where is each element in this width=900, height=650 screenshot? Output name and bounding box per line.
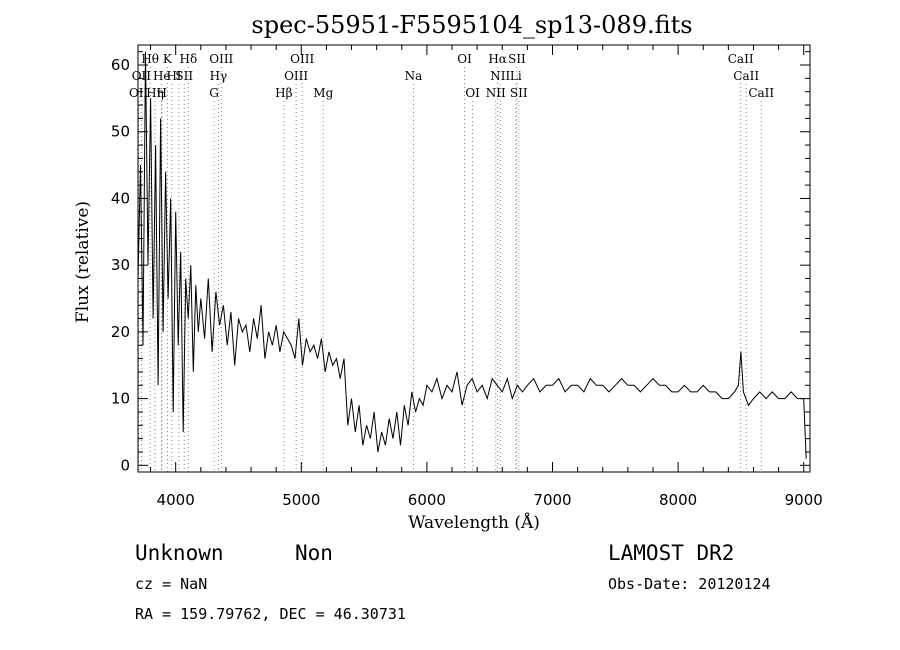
y-tick-label: 10 — [111, 390, 130, 408]
flux-series-line — [137, 51, 807, 459]
spectral-line-label: NII — [490, 69, 510, 83]
spectral-line-label: Mg — [313, 86, 333, 100]
x-tick-label: 4000 — [157, 491, 195, 509]
spectral-line-label: OIII — [209, 52, 233, 66]
spectral-line-label: H — [157, 86, 167, 100]
spectral-line-label: OIII — [290, 52, 314, 66]
obs-date-text: Obs-Date: 20120124 — [608, 575, 771, 593]
y-tick-label: 30 — [111, 256, 130, 274]
y-tick-label: 60 — [111, 56, 130, 74]
spectral-line-label: Hβ — [275, 86, 292, 100]
class-text: Unknown — [135, 541, 224, 565]
spectral-line-label: G — [209, 86, 219, 100]
spectral-line-label: Na — [405, 69, 423, 83]
spectral-line-label: Hα — [488, 52, 507, 66]
subclass-text: Non — [295, 541, 333, 565]
x-tick-label: 8000 — [659, 491, 697, 509]
plot-frame — [137, 44, 811, 473]
spectral-line-label: Hη — [146, 86, 164, 100]
spectral-line-label: CaII — [748, 86, 774, 100]
y-tick-label: 0 — [120, 456, 130, 474]
spectral-line-label: CaII — [733, 69, 759, 83]
spectral-line-label: H — [167, 69, 177, 83]
spectral-line-label: OII — [132, 69, 152, 83]
spectral-line-label: Hγ — [210, 69, 228, 83]
spectral-line-label: SII — [510, 86, 528, 100]
redshift-text: cz = NaN — [135, 575, 207, 593]
spectral-line-label: CaII — [728, 52, 754, 66]
spectral-line-label: OIII — [284, 69, 308, 83]
survey-text: LAMOST DR2 — [608, 541, 734, 565]
spectral-line-label: SII — [175, 69, 193, 83]
spectral-line-label: OI — [457, 52, 472, 66]
y-tick-label: 50 — [111, 123, 130, 141]
spectral-line-label: He — [153, 69, 171, 83]
coordinates-text: RA = 159.79762, DEC = 46.30731 — [135, 605, 406, 623]
x-tick-label: 5000 — [282, 491, 320, 509]
x-axis-ticks: 4000 5000 6000 7000 8000 9000 — [150, 45, 823, 509]
x-tick-label: 7000 — [533, 491, 571, 509]
x-tick-label: 6000 — [408, 491, 446, 509]
y-axis-label: Flux (relative) — [73, 201, 93, 323]
spectral-line-label: K — [163, 52, 173, 66]
spectral-line-label: Li — [510, 69, 522, 83]
y-tick-label: 20 — [111, 323, 130, 341]
spectral-line-label: I — [177, 69, 182, 83]
spectral-line-markers — [138, 67, 762, 472]
spectral-line-label: OII — [129, 86, 149, 100]
spectral-line-label: Hδ — [180, 52, 198, 66]
spectral-line-label: OI — [465, 86, 480, 100]
spectral-line-label: SII — [508, 52, 526, 66]
x-axis-label: Wavelength (Å) — [408, 512, 540, 533]
chart-title: spec-55951-F5595104_sp13-089.fits — [251, 11, 692, 39]
x-tick-label: 9000 — [785, 491, 823, 509]
spectral-line-label: NII — [486, 86, 506, 100]
y-tick-label: 40 — [111, 189, 130, 207]
spectral-line-label: Hθ — [141, 52, 159, 66]
y-axis-ticks: 0 10 20 30 40 50 60 — [111, 51, 810, 474]
